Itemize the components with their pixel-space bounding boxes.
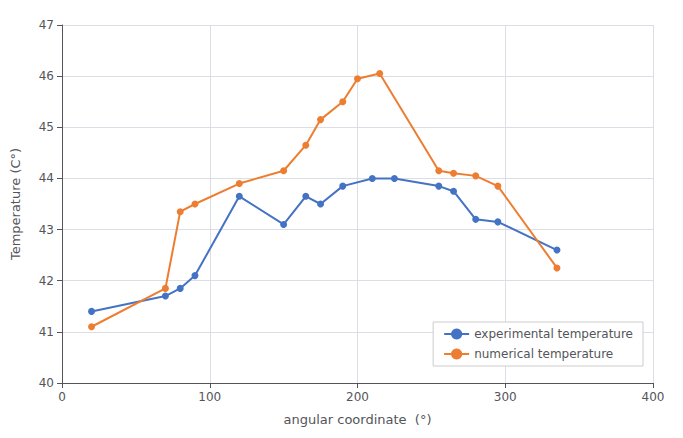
svg-text:44: 44 xyxy=(39,171,54,185)
svg-text:46: 46 xyxy=(39,69,54,83)
svg-text:41: 41 xyxy=(39,325,54,339)
svg-text:100: 100 xyxy=(198,390,221,404)
svg-text:47: 47 xyxy=(39,18,54,32)
svg-text:0: 0 xyxy=(58,390,66,404)
svg-text:experimental temperature: experimental temperature xyxy=(474,327,633,341)
svg-text:45: 45 xyxy=(39,120,54,134)
svg-text:40: 40 xyxy=(39,376,54,390)
svg-text:angular coordinate (°): angular coordinate (°) xyxy=(284,412,432,427)
svg-text:400: 400 xyxy=(642,390,665,404)
svg-text:Temperature (C°): Temperature (C°) xyxy=(8,148,23,261)
svg-text:200: 200 xyxy=(346,390,369,404)
svg-text:43: 43 xyxy=(39,223,54,237)
svg-text:numerical temperature: numerical temperature xyxy=(474,347,613,361)
svg-text:300: 300 xyxy=(494,390,517,404)
svg-text:42: 42 xyxy=(39,274,54,288)
